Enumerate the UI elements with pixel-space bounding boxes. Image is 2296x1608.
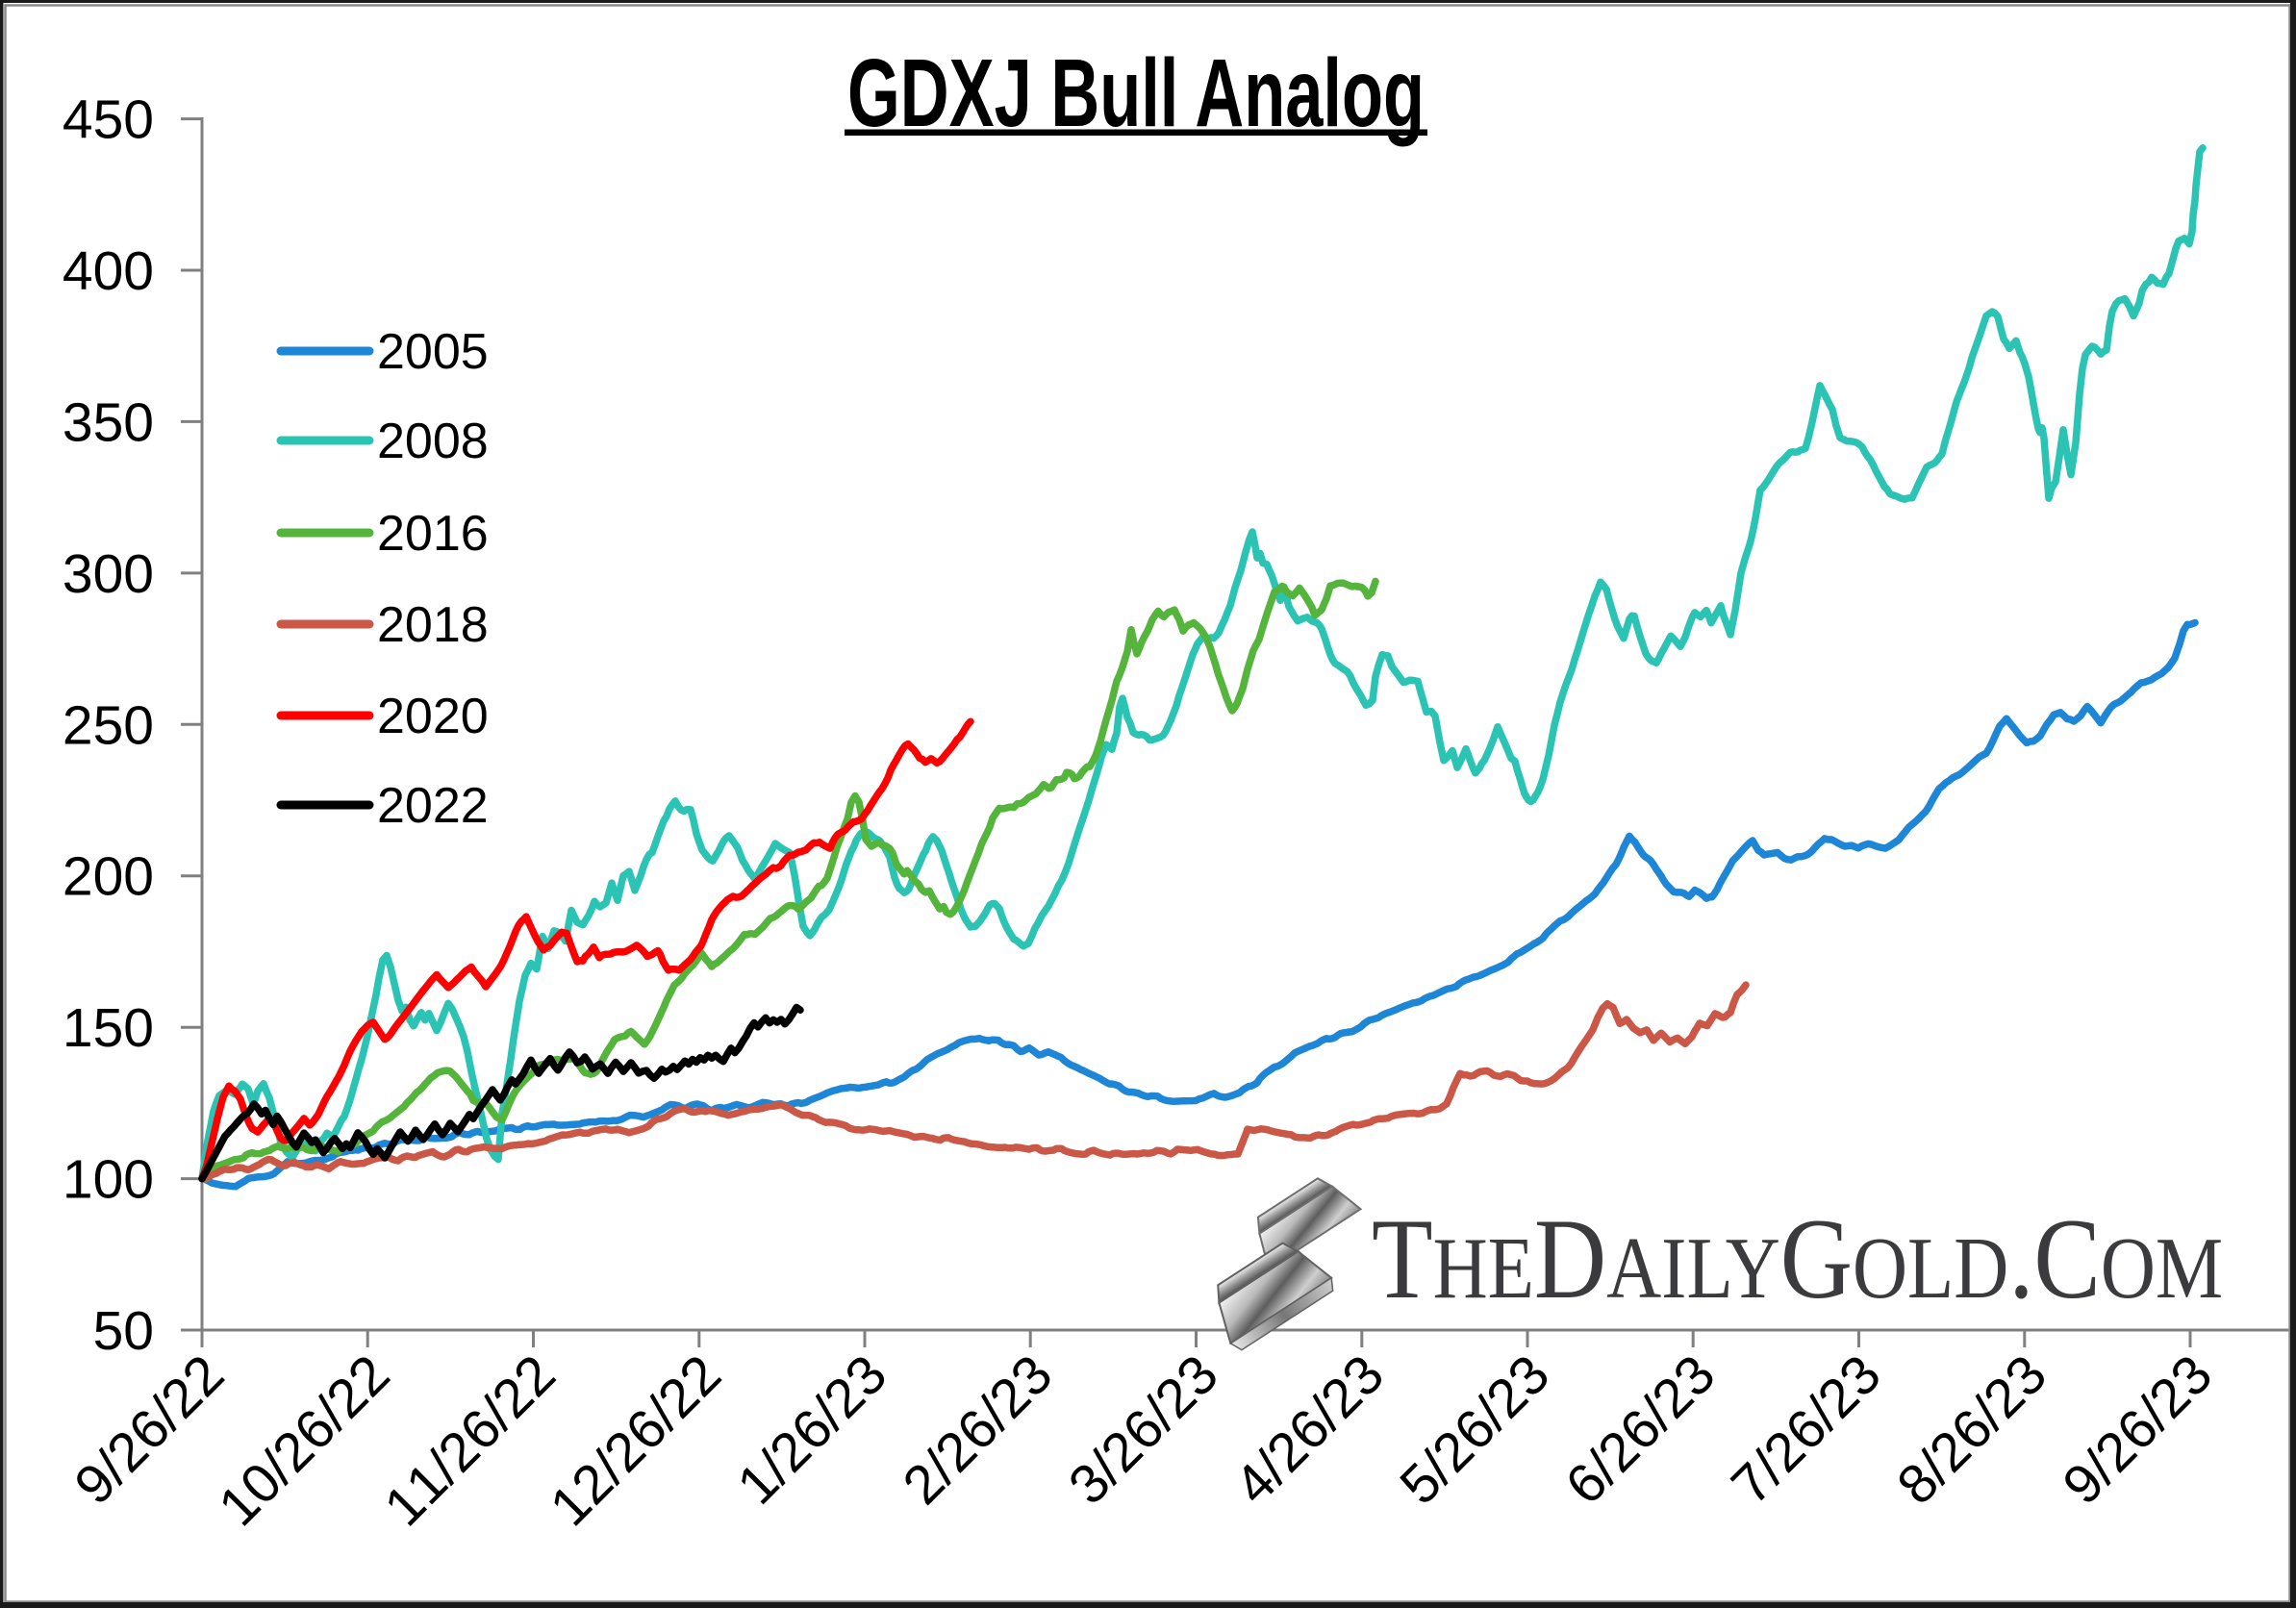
svg-text:2020: 2020 [377, 689, 489, 744]
svg-text:50: 50 [93, 1300, 154, 1362]
svg-text:THEDAILYGOLD.COM: THEDAILYGOLD.COM [1372, 1195, 2223, 1322]
svg-text:450: 450 [63, 89, 154, 151]
svg-text:100: 100 [63, 1149, 154, 1211]
svg-text:2022: 2022 [377, 778, 489, 834]
svg-text:2005: 2005 [377, 324, 489, 380]
svg-text:2008: 2008 [377, 414, 489, 469]
svg-text:150: 150 [63, 997, 154, 1059]
svg-text:250: 250 [63, 694, 154, 756]
svg-text:300: 300 [63, 543, 154, 605]
svg-text:350: 350 [63, 391, 154, 453]
svg-text:400: 400 [63, 240, 154, 302]
svg-text:GDXJ Bull Analog: GDXJ Bull Analog [847, 39, 1425, 147]
svg-text:200: 200 [63, 846, 154, 908]
svg-text:2018: 2018 [377, 597, 489, 653]
svg-text:2016: 2016 [377, 506, 489, 562]
